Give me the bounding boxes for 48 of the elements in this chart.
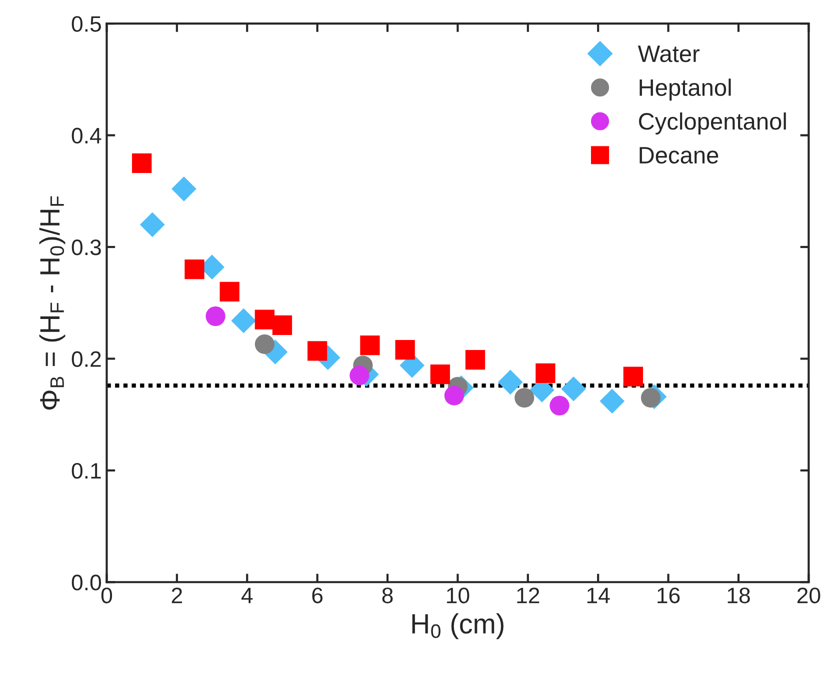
y-axis-title: Φ$_{B}$ = (H$_{F}$ - H$_{0}$)/H$_{F}$ [39, 196, 66, 410]
point [360, 335, 380, 356]
point [444, 386, 464, 406]
x-tick-label: 14 [587, 588, 610, 604]
point [231, 308, 256, 334]
x-tick-label: 6 [312, 588, 323, 604]
point [430, 364, 450, 384]
point [132, 153, 152, 174]
point [623, 366, 644, 386]
point [498, 370, 523, 395]
point [184, 260, 204, 280]
point [254, 334, 274, 354]
y-tick-label: 0.1 [72, 462, 101, 479]
point [220, 282, 240, 302]
point [550, 396, 570, 416]
x-tick-label: 0 [101, 588, 112, 604]
point [600, 388, 625, 414]
point [172, 176, 196, 202]
legend-label: Water [638, 46, 700, 62]
legend-label: Heptanol [640, 78, 731, 101]
legend-label: Decane [640, 147, 718, 164]
x-tick-label: 2 [172, 588, 182, 604]
point [254, 310, 274, 330]
point [206, 306, 226, 326]
point [307, 341, 328, 361]
x-tick-label: 18 [728, 588, 750, 604]
x-tick-label: 12 [517, 588, 540, 604]
x-tick-label: 10 [447, 588, 470, 604]
legend-label: Cyclopentanol [639, 112, 786, 134]
point [561, 376, 586, 402]
point [350, 366, 370, 386]
point [465, 350, 486, 370]
y-tick-label: 0.5 [72, 16, 101, 32]
x-tick-label: 20 [797, 588, 820, 604]
x-tick-label: 4 [241, 588, 253, 604]
y-tick-label: 0.0 [72, 574, 102, 590]
point [640, 388, 661, 408]
x-tick-label: 16 [658, 588, 680, 604]
x-tick-label: 8 [382, 588, 393, 604]
y-tick-label: 0.3 [72, 240, 101, 256]
point [140, 212, 165, 238]
x-axis-title: H$_{0}$ (cm) [412, 613, 504, 640]
point [272, 315, 292, 336]
point [514, 388, 534, 408]
point [395, 340, 415, 360]
point [536, 363, 556, 384]
y-tick-label: 0.4 [72, 128, 102, 144]
y-tick-label: 0.2 [72, 351, 101, 367]
